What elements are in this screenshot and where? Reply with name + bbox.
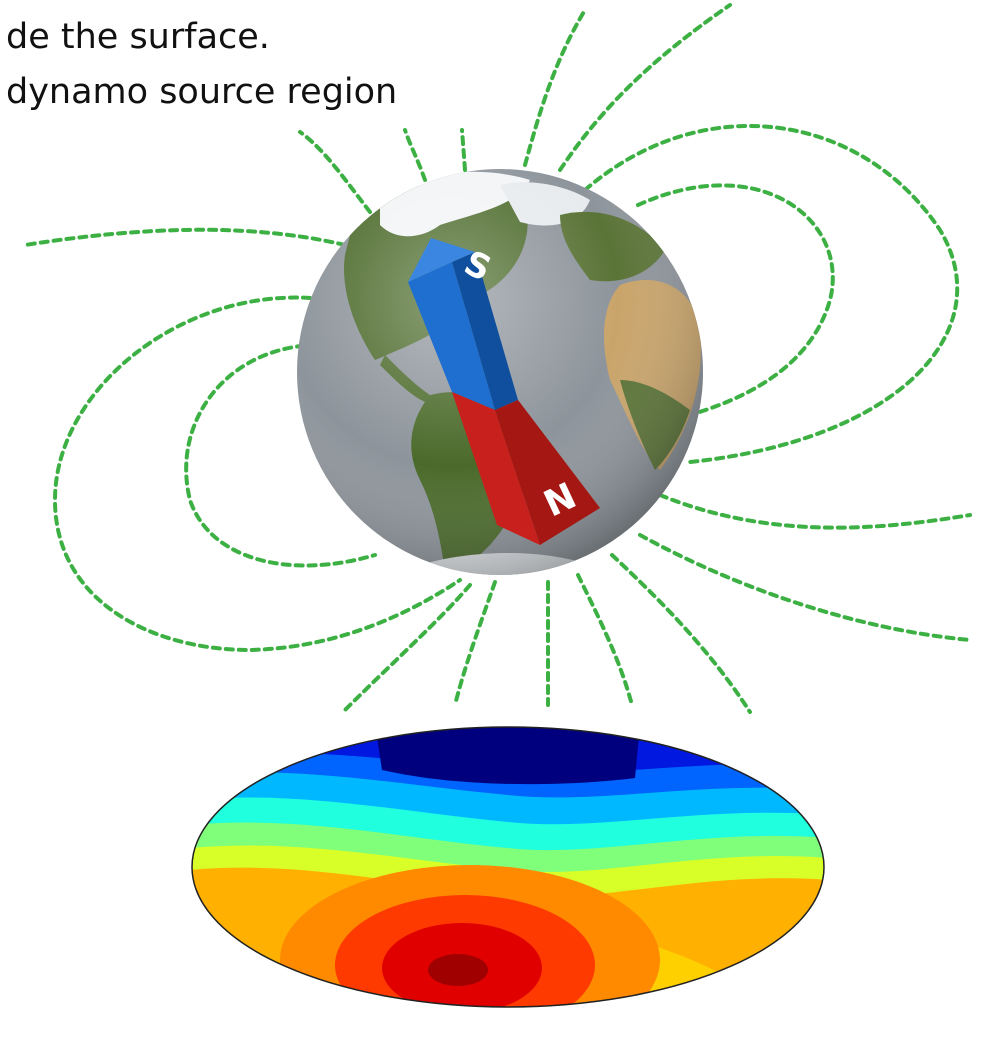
magnet-south-side xyxy=(452,252,518,410)
magnet-south-top xyxy=(408,238,475,282)
magnet-north-side xyxy=(495,400,600,545)
field-line xyxy=(23,227,347,247)
field-line xyxy=(638,533,972,642)
field-line xyxy=(576,573,634,707)
map-band-top xyxy=(375,727,640,785)
field-line xyxy=(558,3,732,172)
field-line xyxy=(583,124,960,464)
field-map xyxy=(191,726,825,1008)
bar-magnet-icon: S N xyxy=(408,238,600,545)
field-line xyxy=(460,128,467,172)
caption-line-1: de the surface. xyxy=(6,17,270,57)
field-line xyxy=(523,8,587,167)
magnet-south-front xyxy=(408,262,495,410)
field-line xyxy=(610,553,752,714)
field-line xyxy=(403,128,427,182)
field-line xyxy=(184,342,377,568)
field-line xyxy=(298,130,372,214)
map-bottom-spot xyxy=(428,954,488,986)
field-line xyxy=(658,493,972,530)
map-outline xyxy=(191,726,825,1008)
field-line xyxy=(52,295,462,653)
caption-line-2: dynamo source region xyxy=(6,72,398,112)
field-line xyxy=(453,580,497,707)
field-line xyxy=(636,183,835,417)
field-line xyxy=(343,583,472,712)
field-lines xyxy=(23,3,972,714)
magnet-north-front xyxy=(452,392,540,545)
